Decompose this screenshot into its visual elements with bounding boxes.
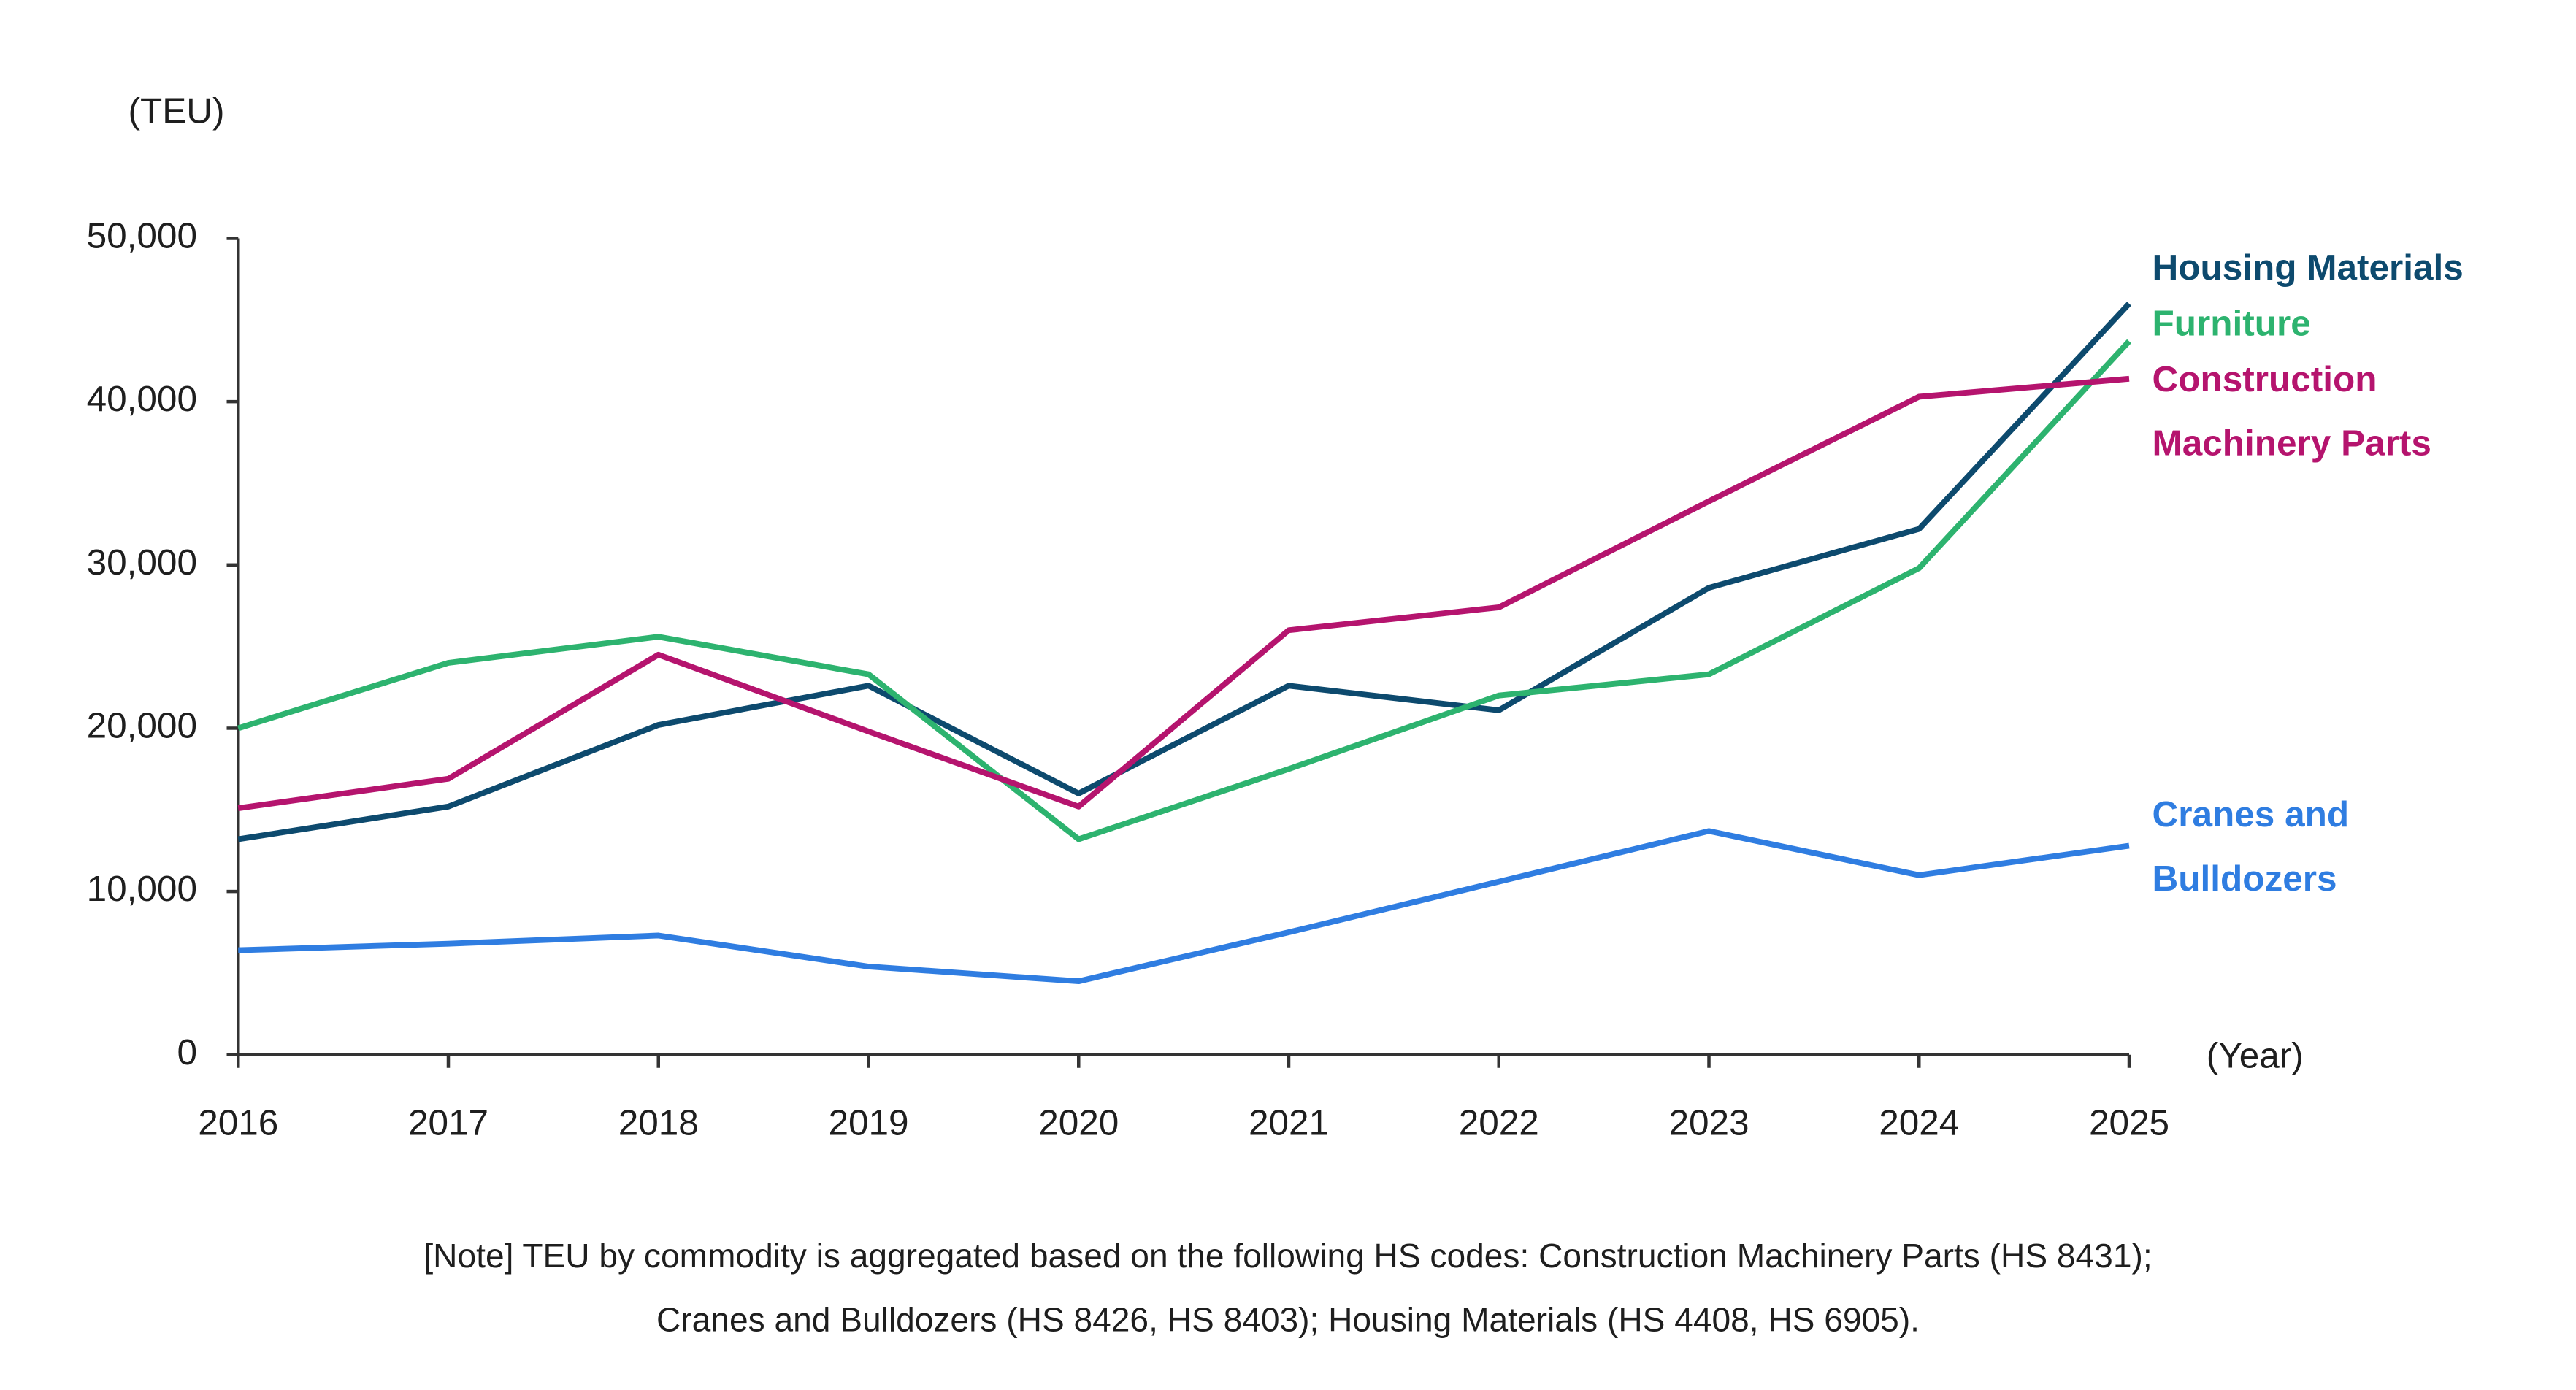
series-line <box>238 828 2130 985</box>
legend-item: Housing Materials <box>2152 246 2464 288</box>
x-tick-label: 2016 <box>198 1103 278 1143</box>
note-line: Cranes and Bulldozers (HS 8426, HS 8403)… <box>656 1301 1920 1339</box>
x-tick-label: 2018 <box>618 1103 699 1143</box>
series-line <box>237 339 2131 842</box>
x-tick-label: 2025 <box>2089 1103 2169 1143</box>
x-tick-label: 2024 <box>1879 1103 1959 1143</box>
series-line <box>237 302 2131 842</box>
x-tick-label: 2023 <box>1668 1103 1749 1143</box>
y-tick-label: 30,000 <box>87 542 197 583</box>
legend-item: Furniture <box>2152 302 2311 344</box>
y-tick-label: 50,000 <box>87 216 197 256</box>
y-tick-label: 20,000 <box>87 706 197 746</box>
y-tick-label: 10,000 <box>87 869 197 909</box>
note-line: [Note] TEU by commodity is aggregated ba… <box>423 1237 2152 1275</box>
y-tick-label: 40,000 <box>87 379 197 419</box>
x-tick-label: 2022 <box>1459 1103 1539 1143</box>
x-axis-label: (Year) <box>2207 1035 2304 1075</box>
legend-label: Furniture <box>2152 302 2311 344</box>
legend-item: Cranes and Bulldozers <box>2152 794 2350 899</box>
legend-label: Construction Machinery Parts <box>2152 358 2431 464</box>
y-axis-label: (TEU) <box>129 91 225 131</box>
x-tick-label: 2020 <box>1038 1103 1119 1143</box>
x-tick-label: 2019 <box>828 1103 908 1143</box>
legend-item: Construction Machinery Parts <box>2152 358 2431 464</box>
x-tick-label: 2017 <box>408 1103 488 1143</box>
legend-label: Cranes and Bulldozers <box>2152 794 2350 899</box>
series-line <box>237 375 2130 811</box>
y-tick-label: 0 <box>177 1032 197 1072</box>
legend-label: Housing Materials <box>2152 246 2464 288</box>
x-tick-label: 2021 <box>1249 1103 1329 1143</box>
